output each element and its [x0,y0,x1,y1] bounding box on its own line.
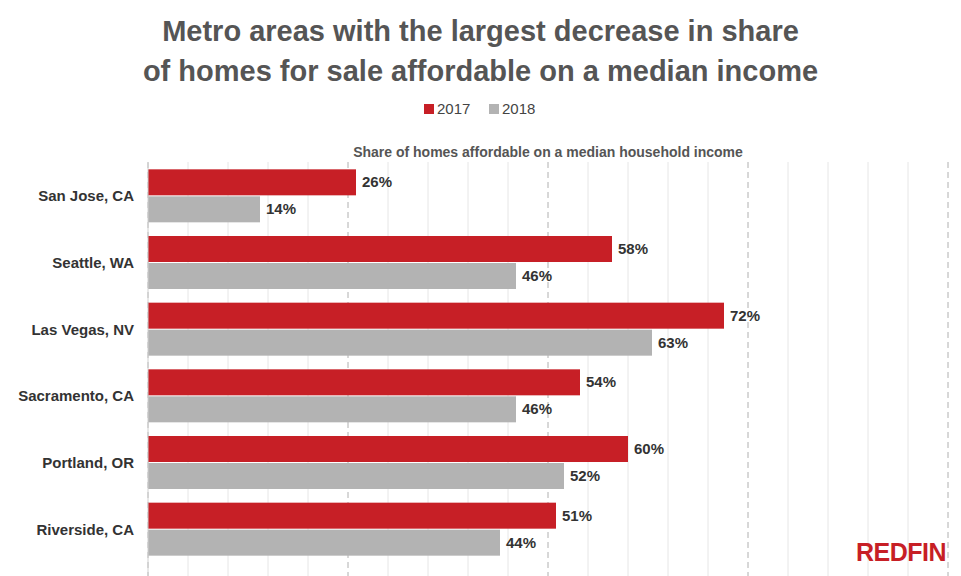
page: {"chart_data": { "type": "bar", "orienta… [0,0,961,576]
bar [148,263,516,289]
brand-logo: REDFIN [856,538,946,566]
legend-swatch [424,104,434,114]
category-label: Riverside, CA [36,521,134,538]
grid-line [948,162,949,576]
data-label: 58% [618,240,648,257]
data-label: 63% [658,334,688,351]
subtitle: Share of homes affordable on a median ho… [353,144,743,160]
category-label: Las Vegas, NV [31,321,134,338]
legend: 2017 2018 [424,100,535,117]
bar [148,396,516,422]
bar [148,369,580,395]
data-label: 52% [570,467,600,484]
bar [148,503,556,529]
legend-label: 2018 [502,100,535,117]
title-line: of homes for sale affordable on a median… [143,55,818,87]
data-label: 46% [522,267,552,284]
bar [148,463,564,489]
grid-line [868,162,869,576]
data-label: 51% [562,507,592,524]
grid-line [908,162,909,576]
grid-line [708,162,709,576]
bar [148,303,724,329]
category-label: Portland, OR [42,454,134,471]
grid-line [668,162,669,576]
legend-swatch [489,104,499,114]
data-label: 44% [506,534,536,551]
axis-line [148,163,149,576]
category-label: San Jose, CA [38,187,134,204]
data-label: 72% [730,307,760,324]
category-label: Sacramento, CA [18,387,134,404]
grid-line [628,162,629,576]
category-label: Seattle, WA [52,254,134,271]
data-label: 14% [266,200,296,217]
title-line: Metro areas with the largest decrease in… [162,15,799,47]
grid-line [148,162,149,576]
chart: Metro areas with the largest decrease in… [0,0,961,576]
data-label: 60% [634,440,664,457]
data-label: 26% [362,173,392,190]
data-label: 54% [586,373,616,390]
bar [148,196,260,222]
grid-line [828,162,829,576]
bar [148,236,612,262]
bar [148,530,500,556]
title: Metro areas with the largest decrease in… [143,15,818,87]
labels: San Jose, CA 26% 14% Seattle, WA 58% 46% Las V… [18,173,760,550]
grid-line [788,162,789,576]
legend-label: 2017 [437,100,470,117]
bar [148,330,652,356]
bars [148,169,724,555]
grid-line [748,162,749,576]
bar [148,169,356,195]
bar [148,436,628,462]
data-label: 46% [522,400,552,417]
grid [148,162,948,576]
